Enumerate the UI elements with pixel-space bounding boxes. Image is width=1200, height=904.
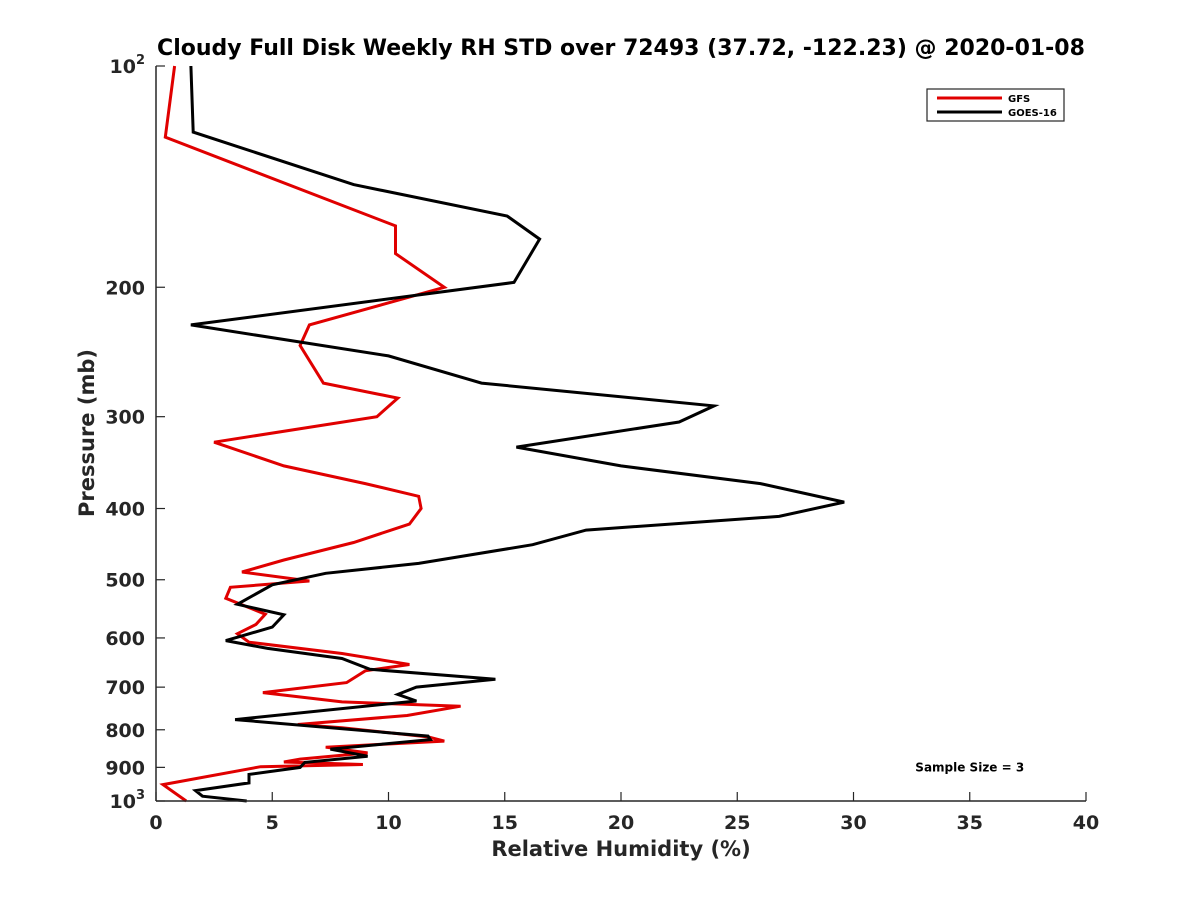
y-tick-label-exponent: 2 — [136, 53, 145, 68]
x-tick-label: 10 — [375, 812, 401, 834]
y-tick-label: 700 — [105, 677, 145, 699]
x-tick-label: 25 — [724, 812, 750, 834]
x-tick-label: 20 — [608, 812, 634, 834]
legend-label: GOES-16 — [1008, 108, 1057, 119]
legend-label: GFS — [1008, 94, 1030, 105]
y-tick-label: 400 — [105, 499, 145, 521]
y-tick-label: 500 — [105, 570, 145, 592]
y-tick-label-base: 10 — [110, 791, 136, 813]
legend: GFS GOES-16 — [926, 88, 1065, 122]
axes: 0 5 10 15 20 25 30 35 40102200300400500600700800… — [105, 53, 1099, 834]
legend-box — [926, 88, 1065, 122]
chart-title: Cloudy Full Disk Weekly RH STD over 7249… — [157, 36, 1085, 61]
series-line-gfs — [159, 65, 461, 803]
y-tick-label-exponent: 3 — [136, 788, 145, 803]
x-tick-label: 5 — [266, 812, 279, 834]
y-tick-label-base: 10 — [110, 56, 136, 78]
y-tick-label: 103 — [110, 788, 146, 813]
y-tick-label: 900 — [105, 757, 145, 779]
y-axis-label: Pressure (mb) — [75, 349, 99, 517]
x-tick-label: 40 — [1073, 812, 1099, 834]
x-tick-label: 0 — [149, 812, 162, 834]
y-tick-label: 102 — [110, 53, 146, 78]
x-tick-label: 15 — [492, 812, 518, 834]
y-tick-label: 200 — [105, 277, 145, 299]
x-tick-label: 30 — [840, 812, 866, 834]
plot-lines — [159, 65, 845, 803]
y-tick-label: 600 — [105, 628, 145, 650]
x-tick-label: 35 — [957, 812, 983, 834]
annotations: Sample Size = 3 — [915, 760, 1024, 774]
y-tick-label: 300 — [105, 407, 145, 429]
series-line-goes-16 — [189, 65, 845, 803]
y-tick-label: 800 — [105, 720, 145, 742]
x-axis-label: Relative Humidity (%) — [491, 837, 750, 861]
annotation-text: Sample Size = 3 — [915, 760, 1024, 774]
